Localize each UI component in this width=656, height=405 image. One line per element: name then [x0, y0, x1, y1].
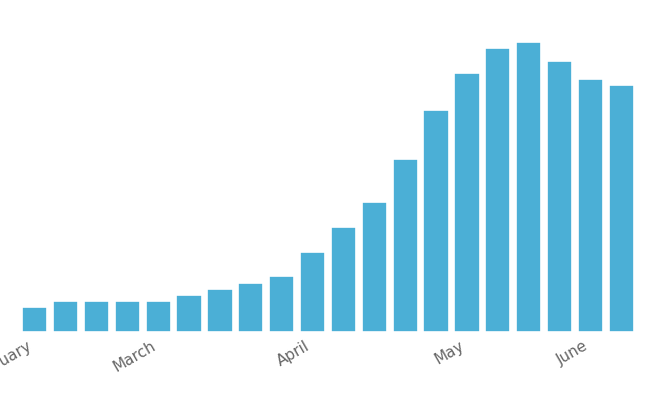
Bar [578, 80, 603, 332]
Bar [269, 277, 295, 332]
Bar [609, 86, 634, 332]
Bar [485, 49, 510, 332]
Bar [300, 252, 325, 332]
Bar [207, 289, 233, 332]
Bar [146, 301, 171, 332]
Bar [454, 74, 480, 332]
Bar [423, 111, 449, 332]
Bar [361, 203, 387, 332]
Bar [238, 283, 264, 332]
Bar [22, 307, 47, 332]
Bar [84, 301, 109, 332]
Bar [547, 62, 572, 332]
Bar [331, 228, 356, 332]
Bar [176, 295, 202, 332]
Bar [392, 160, 418, 332]
Bar [516, 43, 541, 332]
Bar [53, 301, 78, 332]
Bar [115, 301, 140, 332]
